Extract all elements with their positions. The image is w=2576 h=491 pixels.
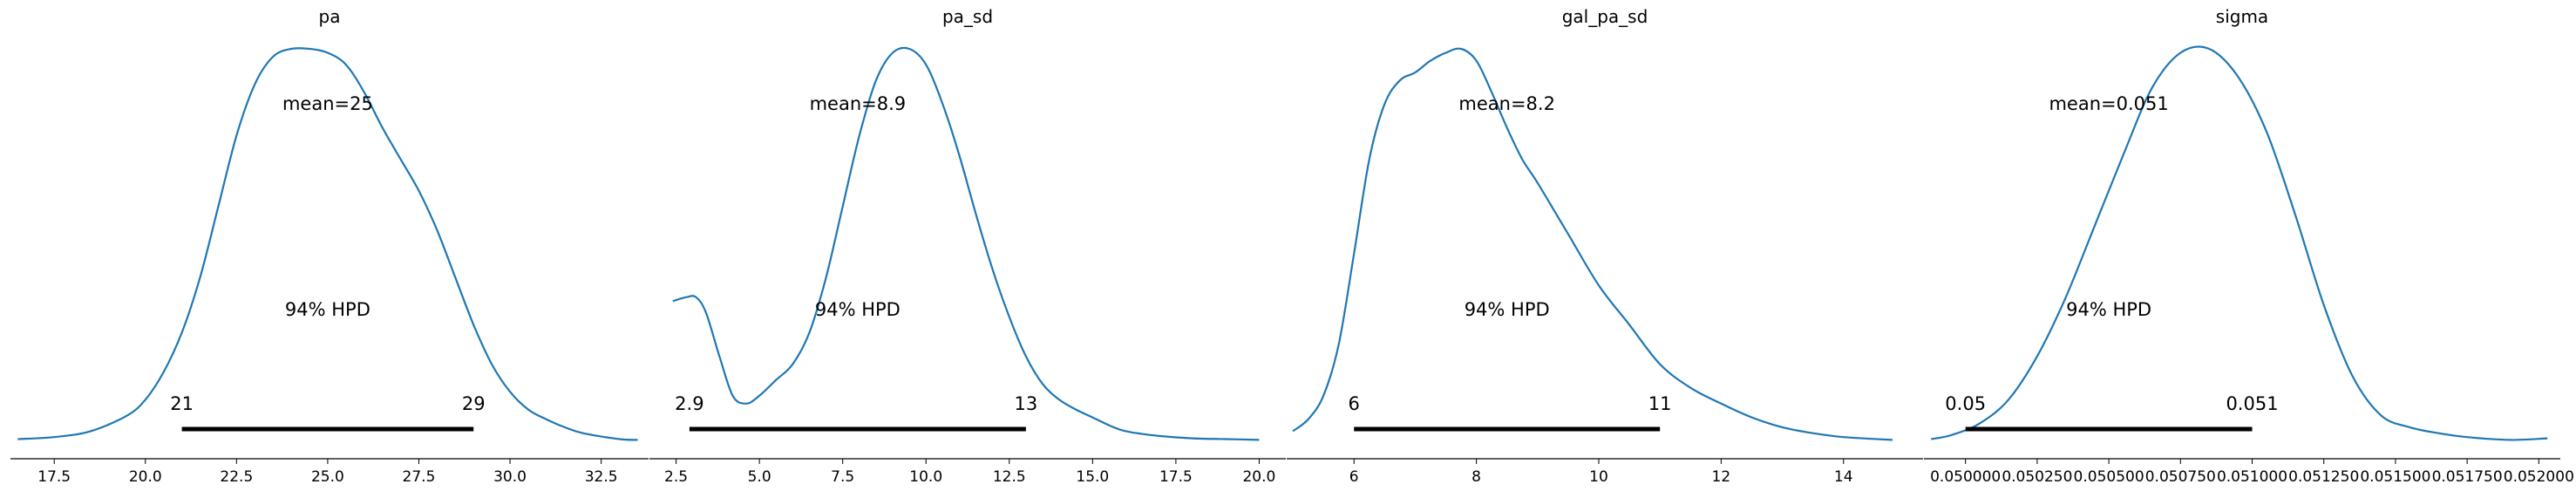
hpd-label: 94% HPD xyxy=(285,299,370,320)
hpd-label: 94% HPD xyxy=(815,299,901,320)
x-tick-label: 20.0 xyxy=(129,468,162,486)
hpd-label: 94% HPD xyxy=(2066,299,2151,320)
x-tick-label: 0.051250 xyxy=(2288,468,2359,486)
panel-title: gal_pa_sd xyxy=(1562,6,1648,27)
hpd-low-label: 0.05 xyxy=(1945,393,1986,414)
density-curve xyxy=(1292,47,1893,441)
hpd-high-label: 13 xyxy=(1015,393,1038,414)
x-tick-label: 15.0 xyxy=(1076,468,1109,486)
x-tick-label: 12.5 xyxy=(993,468,1026,486)
hpd-low-label: 21 xyxy=(170,393,194,414)
x-tick-label: 17.5 xyxy=(37,468,71,486)
x-tick-label: 14 xyxy=(1834,468,1853,486)
x-tick-label: 6 xyxy=(1349,468,1359,486)
x-tick-label: 12 xyxy=(1712,468,1731,486)
x-tick-label: 10.0 xyxy=(909,468,942,486)
mean-label: mean=25 xyxy=(282,93,373,114)
x-tick-label: 0.051750 xyxy=(2432,468,2503,486)
x-tick-label: 8 xyxy=(1472,468,1481,486)
x-tick-label: 20.0 xyxy=(1242,468,1275,486)
x-tick-label: 0.050000 xyxy=(1930,468,2001,486)
x-tick-label: 22.5 xyxy=(220,468,253,486)
density-curve xyxy=(672,46,1260,441)
density-panel-gal-pa-sd: 6 8 10 12 14 gal_pa_sd mean=8.2 94% HPD 6 11 xyxy=(1287,6,1923,486)
density-curve xyxy=(1930,45,2548,441)
x-tick-label: 0.052000 xyxy=(2504,468,2574,486)
mean-label: mean=8.9 xyxy=(810,93,907,114)
hpd-high-label: 0.051 xyxy=(2226,393,2278,414)
mean-label: mean=0.051 xyxy=(2049,93,2168,114)
x-tick-label: 10 xyxy=(1589,468,1608,486)
x-tick-label: 30.0 xyxy=(493,468,527,486)
x-tick-label: 0.051000 xyxy=(2217,468,2287,486)
density-panel-pa: 17.5 20.0 22.5 25.0 27.5 30.0 32.5 pa mean=25 94%… xyxy=(10,6,649,486)
x-tick-label: 25.0 xyxy=(311,468,344,486)
panel-title: sigma xyxy=(2216,6,2268,27)
x-tick-label: 0.050500 xyxy=(2074,468,2144,486)
density-curve xyxy=(17,47,638,441)
hpd-high-label: 29 xyxy=(462,393,486,414)
x-tick-label: 0.050250 xyxy=(2002,468,2072,486)
hpd-high-label: 11 xyxy=(1648,393,1672,414)
hpd-low-label: 6 xyxy=(1349,393,1360,414)
x-tick-label: 17.5 xyxy=(1159,468,1193,486)
panel-title: pa xyxy=(319,6,341,27)
hpd-low-label: 2.9 xyxy=(675,393,703,414)
density-panel-sigma: 0.050000 0.050250 0.050500 0.050750 0.051000… xyxy=(1924,6,2574,486)
x-tick-label: 0.050750 xyxy=(2145,468,2216,486)
x-tick-label: 2.5 xyxy=(664,468,688,486)
mean-label: mean=8.2 xyxy=(1458,93,1555,114)
x-tick-label: 0.051500 xyxy=(2360,468,2430,486)
density-panel-pa-sd: 2.5 5.0 7.5 10.0 12.5 15.0 17.5 20.0 pa_sd mean=8… xyxy=(649,6,1286,486)
x-tick-label: 27.5 xyxy=(403,468,436,486)
hpd-label: 94% HPD xyxy=(1465,299,1550,320)
x-tick-label: 7.5 xyxy=(831,468,854,486)
panel-title: pa_sd xyxy=(942,6,993,27)
x-tick-label: 32.5 xyxy=(585,468,618,486)
x-tick-label: 5.0 xyxy=(748,468,771,486)
